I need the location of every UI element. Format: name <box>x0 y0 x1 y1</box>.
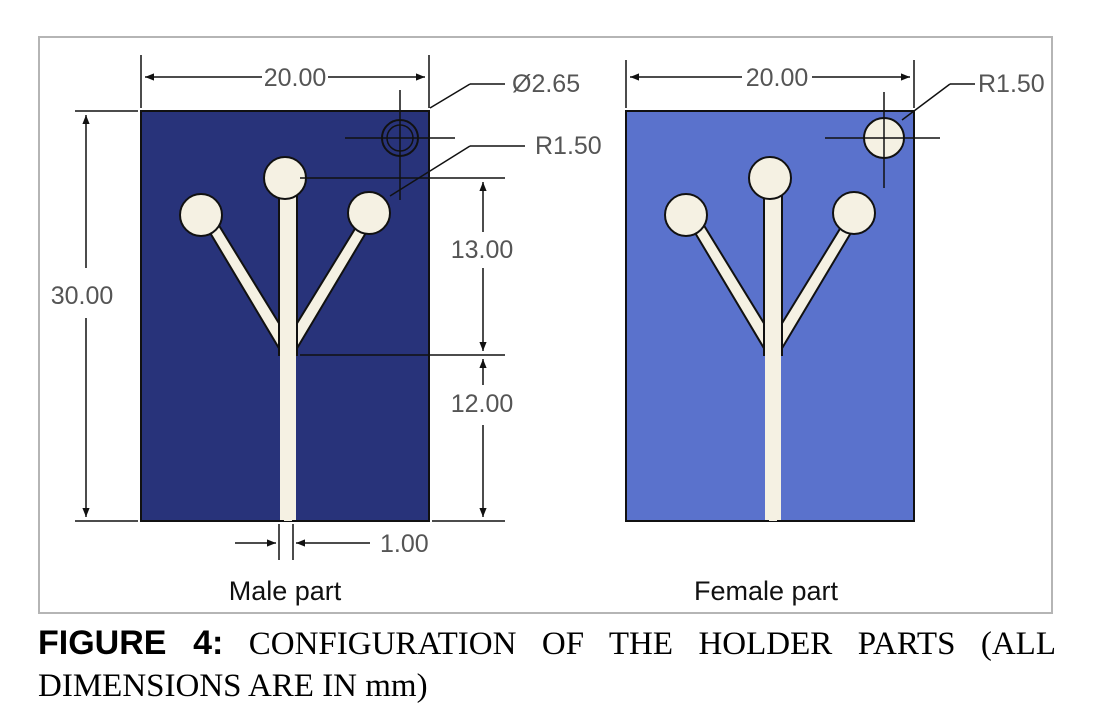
male-radius-label: R1.50 <box>535 132 602 160</box>
male-height-dimension <box>75 110 138 522</box>
male-hole-leader <box>429 83 505 109</box>
female-slot <box>664 156 876 521</box>
male-slot-width-label: 1.00 <box>380 530 429 558</box>
male-branch-label: 13.00 <box>451 236 514 264</box>
holder-drawing: 20.00 30.00 Ø2.65 R1.50 13.00 <box>51 55 1045 606</box>
figure-caption-text: CONFIGURATION OF THE HOLDER PARTS (ALL D… <box>38 626 1056 704</box>
figure-caption: FIGURE 4: CONFIGURATION OF THE HOLDER PA… <box>38 622 1056 707</box>
female-width-label: 20.00 <box>746 64 809 92</box>
figure-caption-label: FIGURE 4: <box>38 624 224 662</box>
female-slot-end-right <box>832 191 876 235</box>
male-mounting-hole <box>345 90 455 200</box>
female-width-dimension <box>625 60 915 108</box>
male-hole-label: Ø2.65 <box>512 70 580 98</box>
male-radius-leader <box>389 145 525 197</box>
female-slot-end-center <box>748 156 792 200</box>
male-stem-label: 12.00 <box>451 390 514 418</box>
female-radius-label: R1.50 <box>978 70 1045 98</box>
male-slot-width-dimension <box>235 524 370 560</box>
male-width-label: 20.00 <box>264 64 327 92</box>
male-slot-end-right <box>347 191 391 235</box>
male-slot-end-center <box>263 156 307 200</box>
male-stem-dimension <box>432 359 505 522</box>
male-part: 20.00 30.00 Ø2.65 R1.50 13.00 <box>51 55 602 606</box>
male-width-dimension <box>140 55 430 108</box>
male-height-label: 30.00 <box>51 282 114 310</box>
male-part-label: Male part <box>229 576 342 606</box>
female-slot-end-left <box>664 193 708 237</box>
female-part-label: Female part <box>694 576 839 606</box>
male-branch-dimension <box>300 177 505 356</box>
female-mounting-hole <box>825 92 940 188</box>
female-radius-leader <box>901 83 975 121</box>
female-part: 20.00 R1.50 Female part <box>625 60 1045 606</box>
male-slot-end-left <box>179 193 223 237</box>
